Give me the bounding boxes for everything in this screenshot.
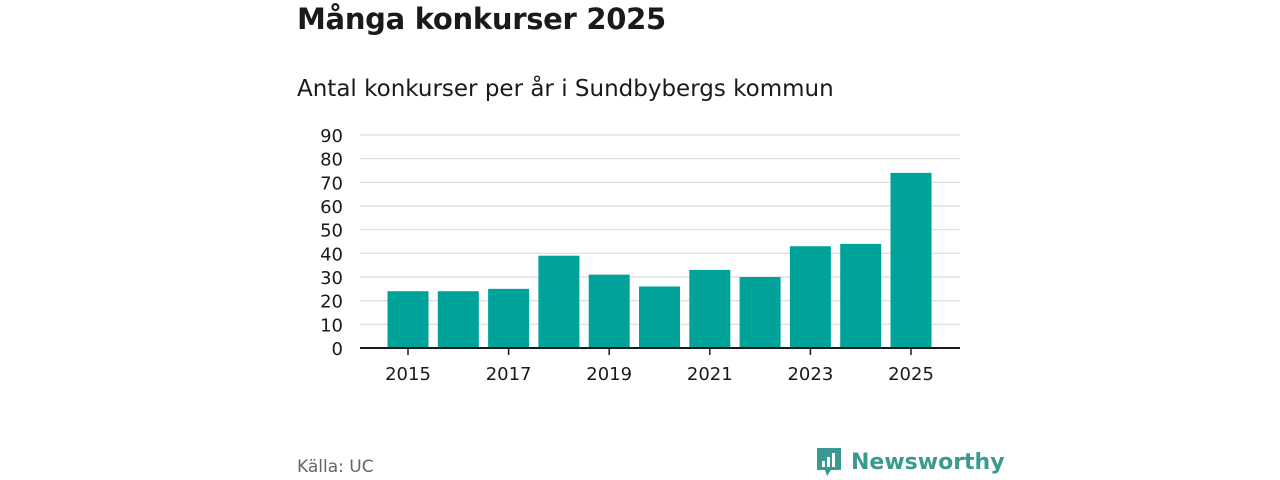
brand[interactable]: Newsworthy bbox=[815, 446, 1005, 478]
x-tick-labels: 2015 2017 2019 2021 2023 2025 bbox=[385, 364, 934, 385]
y-tick-label: 80 bbox=[320, 150, 343, 171]
chart-title: Många konkurser 2025 bbox=[297, 2, 666, 36]
x-tick-label: 2019 bbox=[586, 364, 632, 385]
x-tick-label: 2017 bbox=[486, 364, 532, 385]
bar-layer bbox=[387, 172, 932, 348]
axis-layer bbox=[360, 347, 960, 355]
x-tick-label: 2025 bbox=[888, 364, 934, 385]
y-tick-label: 90 bbox=[320, 126, 343, 147]
x-tick-label: 2015 bbox=[385, 364, 431, 385]
bar-2022[interactable] bbox=[739, 277, 781, 348]
bar-2020[interactable] bbox=[639, 286, 680, 348]
y-tick-label: 10 bbox=[320, 315, 343, 336]
y-tick-label: 50 bbox=[320, 221, 343, 242]
y-tick-label: 70 bbox=[320, 173, 343, 194]
bar-2023[interactable] bbox=[789, 246, 831, 348]
bar-2017[interactable] bbox=[488, 288, 530, 348]
x-tick-label: 2021 bbox=[687, 364, 733, 385]
brand-name: Newsworthy bbox=[851, 449, 1005, 475]
y-tick-label: 0 bbox=[332, 339, 343, 360]
y-tick-label: 60 bbox=[320, 197, 343, 218]
bar-2021[interactable] bbox=[689, 269, 731, 348]
newsworthy-logo-icon bbox=[817, 448, 841, 476]
bar-2019[interactable] bbox=[588, 274, 630, 348]
bar-2016[interactable] bbox=[437, 291, 479, 348]
source-note: Källa: UC bbox=[297, 457, 374, 477]
bar-2018[interactable] bbox=[538, 255, 580, 348]
x-tick-label: 2023 bbox=[787, 364, 833, 385]
y-tick-label: 20 bbox=[320, 292, 343, 313]
bar-2025[interactable] bbox=[890, 172, 932, 348]
y-tick-label: 40 bbox=[320, 244, 343, 265]
bar-2024[interactable] bbox=[840, 243, 882, 348]
bar-2015[interactable] bbox=[387, 291, 429, 348]
y-tick-label: 30 bbox=[320, 268, 343, 289]
chart-subtitle: Antal konkurser per år i Sundbybergs kom… bbox=[297, 76, 834, 102]
